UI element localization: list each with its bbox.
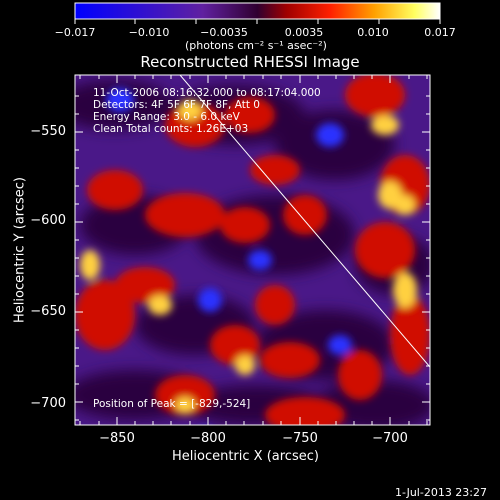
heatmap-blob-negative [106,88,134,112]
x-axis-label: Heliocentric X (arcsec) [172,449,319,464]
heatmap-blob-positive [87,170,143,210]
heatmap-blob-positive [75,280,135,350]
heatmap-blob-peak [148,295,172,315]
heatmap-blob-peak [371,115,399,135]
heatmap-image [75,75,430,425]
heatmap-blob-positive [210,325,260,365]
y-tick-label: −650 [30,304,66,319]
heatmap-blob-negative [198,288,222,312]
heatmap-blob-positive [220,207,270,243]
heatmap-blob-positive [250,155,300,185]
colorbar-tick: −0.0035 [200,26,248,39]
energy-range-label: Energy Range: 3.0 - 6.0 keV [93,111,240,123]
heatmap-blob-negative [248,250,272,270]
colorbar-tick: −0.017 [54,26,96,39]
heatmap-blob-peak [235,355,255,375]
heatmap-blob-peak [178,100,202,120]
heatmap-blob-positive [283,195,327,235]
heatmap-blob-peak [395,195,415,215]
heatmap-blob-peak [80,250,100,280]
peak-position-label: Position of Peak = [-829,-524] [93,398,251,410]
chart-title: Reconstructed RHESSI Image [140,53,360,71]
colorbar-tick: −0.010 [128,26,170,39]
limb-line [179,75,430,368]
heatmap-blob-negative [316,123,344,147]
heatmap-blob-positive [265,397,345,425]
y-tick-label: −600 [30,213,66,228]
heatmap-blob-positive [155,375,215,415]
x-tick-label: −850 [99,431,135,446]
heatmap-blob-positive [225,97,275,133]
heatmap-blob-positive [115,267,175,303]
footer-timestamp: 1-Jul-2013 23:27 [395,486,488,499]
heatmap-blob-peak [175,397,195,413]
x-tick-label: −800 [190,431,226,446]
heatmap-blob-negative [328,335,352,355]
y-tick-label: −700 [30,396,66,411]
detectors-label: Detectors: 4F 5F 6F 7F 8F, Att 0 [93,99,260,111]
heatmap-blob-positive [260,342,320,378]
colorbar-unit-label: (photons cm⁻² s⁻¹ asec⁻²) [185,39,327,52]
heatmap-blob-peak [393,272,417,308]
colorbar-tick: 0.017 [424,26,456,39]
x-tick-label: −750 [282,431,318,446]
y-tick-label: −550 [30,124,66,139]
heatmap-blob-positive [255,285,295,325]
time-range-label: 11-Oct-2006 08:16:32.000 to 08:17:04.000 [93,87,321,99]
x-tick-label: −700 [372,431,408,446]
heatmap-blob-positive [355,222,415,278]
clean-counts-label: Clean Total counts: 1.26E+03 [93,123,249,135]
y-axis-label: Heliocentric Y (arcsec) [12,177,28,323]
colorbar-tick: 0.0035 [284,26,324,39]
heatmap-blob-positive [145,193,225,237]
colorbar [74,2,441,24]
heatmap-blob-positive [338,350,382,400]
colorbar-tick: 0.010 [357,26,389,39]
heatmap-blob-positive [345,75,405,117]
